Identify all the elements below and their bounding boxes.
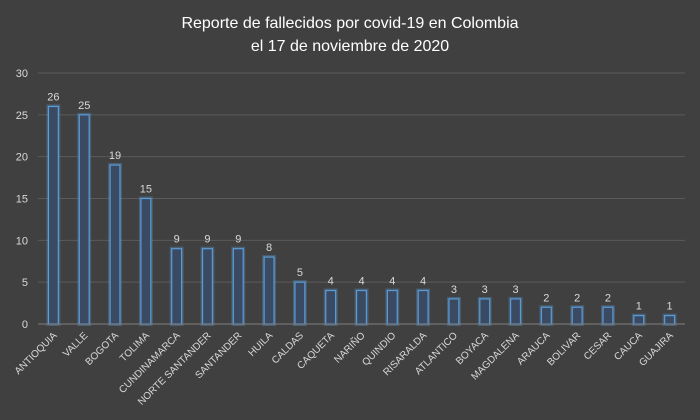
data-label: 2 (574, 292, 580, 304)
y-axis-ticks: 0 5 10 15 20 25 30 (16, 68, 28, 331)
bar (294, 281, 306, 325)
y-tick-label: 10 (16, 235, 28, 247)
data-label: 5 (297, 267, 303, 279)
y-tick-label: 5 (22, 277, 28, 289)
data-label: 8 (266, 242, 272, 254)
data-label: 9 (204, 234, 210, 246)
bar (325, 289, 337, 325)
y-tick-label: 0 (22, 319, 28, 331)
data-label: 3 (482, 284, 488, 296)
bar (417, 289, 429, 325)
data-label: 3 (512, 284, 518, 296)
data-label: 1 (667, 301, 673, 313)
data-label: 4 (328, 276, 334, 288)
data-label: 4 (389, 276, 395, 288)
chart-title: Reporte de fallecidos por covid-19 en Co… (181, 15, 518, 32)
y-tick-label: 30 (16, 68, 28, 80)
bar (355, 289, 368, 325)
data-label: 2 (605, 292, 611, 304)
data-label: 1 (636, 301, 642, 313)
data-label: 9 (235, 234, 241, 246)
data-label: 2 (543, 292, 549, 304)
bar (633, 315, 645, 325)
data-label: 19 (109, 150, 121, 162)
bar (232, 248, 244, 325)
bar (47, 105, 59, 325)
data-label: 4 (420, 276, 426, 288)
bar (140, 197, 152, 325)
bar (78, 114, 90, 325)
bar (263, 256, 275, 325)
data-label: 4 (358, 276, 364, 288)
data-label: 15 (140, 184, 152, 196)
bar (386, 289, 398, 325)
bar (448, 298, 460, 325)
data-labels: 26 25 19 15 9 9 9 8 5 4 4 4 4 3 3 3 2 2 2 1 1 (47, 91, 672, 312)
bar (540, 306, 552, 325)
bar (510, 298, 522, 325)
bar (201, 248, 213, 325)
bar (571, 306, 583, 325)
y-tick-label: 15 (16, 194, 28, 206)
bar (109, 164, 121, 325)
data-label: 26 (47, 91, 59, 103)
data-label: 25 (78, 100, 90, 112)
bar (479, 298, 491, 325)
bar (602, 306, 614, 325)
bar (664, 315, 676, 325)
bar (171, 248, 183, 325)
chart-subtitle: el 17 de noviembre de 2020 (251, 38, 449, 55)
y-tick-label: 25 (16, 110, 28, 122)
data-label: 3 (451, 284, 457, 296)
data-label: 9 (174, 234, 180, 246)
y-tick-label: 20 (16, 152, 28, 164)
